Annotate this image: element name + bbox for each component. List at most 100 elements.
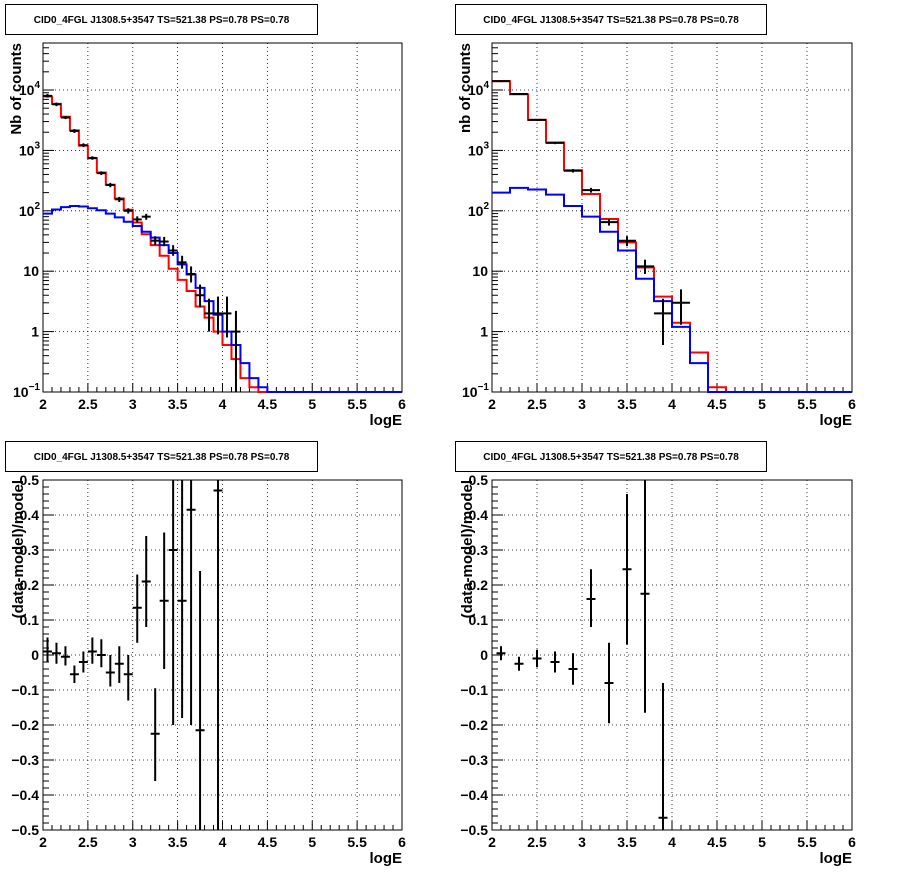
data-point bbox=[123, 655, 133, 701]
y-tick-label: 0.5 bbox=[469, 472, 489, 488]
title-box bbox=[455, 441, 767, 472]
x-tick-label: 3 bbox=[578, 396, 586, 412]
title-box bbox=[5, 4, 318, 35]
x-tick-label: 5 bbox=[758, 396, 766, 412]
y-tick-label: −0.2 bbox=[460, 717, 488, 733]
data-point bbox=[69, 665, 79, 683]
data-point bbox=[69, 129, 79, 133]
x-tick-label: 2.5 bbox=[78, 396, 98, 412]
x-tick-label: 4 bbox=[219, 396, 227, 412]
x-tick-label: 5.5 bbox=[347, 396, 367, 412]
y-tick-label: −0.2 bbox=[11, 717, 39, 733]
data-point bbox=[496, 646, 506, 661]
data-point bbox=[177, 480, 187, 718]
data-point bbox=[672, 289, 690, 325]
data-point bbox=[114, 196, 124, 202]
y-tick-label: 0.1 bbox=[469, 612, 489, 628]
x-tick-label: 2 bbox=[488, 396, 496, 412]
grid bbox=[492, 43, 852, 392]
x-tick-label: 3 bbox=[129, 396, 137, 412]
x-tick-label: 2.5 bbox=[527, 834, 547, 850]
chart-panel-1: CID0_4FGL J1308.5+3547 TS=521.38 PS=0.78… bbox=[5, 4, 406, 429]
data-point bbox=[123, 208, 133, 214]
data-point bbox=[132, 574, 142, 643]
data-point bbox=[43, 93, 52, 98]
y-tick-label: 102 bbox=[19, 201, 41, 219]
data-point bbox=[186, 266, 196, 283]
x-tick-label: 5 bbox=[308, 396, 316, 412]
y-tick-label: −0.4 bbox=[460, 787, 488, 803]
x-tick-label: 2.5 bbox=[527, 396, 547, 412]
chart-title: CID0_4FGL J1308.5+3547 TS=521.38 PS=0.78… bbox=[34, 15, 290, 26]
data-point bbox=[604, 642, 614, 724]
data-point bbox=[105, 182, 115, 188]
data-point bbox=[60, 646, 70, 666]
y-tick-label: 0.3 bbox=[20, 542, 40, 558]
y-tick-label: 10 bbox=[472, 263, 488, 279]
data-point bbox=[492, 80, 510, 83]
data-point bbox=[159, 236, 169, 247]
data-point bbox=[168, 245, 178, 256]
data-point bbox=[87, 637, 97, 664]
chart-title: CID0_4FGL J1308.5+3547 TS=521.38 PS=0.78… bbox=[483, 452, 739, 463]
y-tick-label: 0 bbox=[31, 647, 39, 663]
data-point bbox=[195, 571, 205, 830]
data-point bbox=[640, 480, 650, 713]
y-tick-label: 0.2 bbox=[20, 577, 40, 593]
data-point bbox=[168, 480, 178, 725]
x-tick-label: 3.5 bbox=[617, 834, 637, 850]
y-tick-label: 1 bbox=[480, 324, 488, 340]
data-point bbox=[150, 236, 160, 246]
data-point bbox=[546, 141, 564, 145]
data-point bbox=[600, 219, 618, 226]
x-tick-label: 4.5 bbox=[258, 834, 278, 850]
data-point bbox=[532, 649, 542, 668]
x-tick-label: 5.5 bbox=[347, 834, 367, 850]
x-tick-label: 6 bbox=[398, 396, 406, 412]
data-point bbox=[213, 296, 223, 335]
x-axis-label: logE bbox=[820, 412, 853, 429]
data-point bbox=[132, 216, 142, 223]
y-tick-label: 1 bbox=[31, 324, 39, 340]
x-tick-label: 5 bbox=[308, 834, 316, 850]
y-tick-label: −0.3 bbox=[11, 752, 39, 768]
x-tick-label: 3 bbox=[578, 834, 586, 850]
x-tick-label: 5 bbox=[758, 834, 766, 850]
grid bbox=[492, 480, 852, 830]
y-tick-label: 0.1 bbox=[20, 612, 40, 628]
data-point bbox=[186, 480, 196, 725]
data-point bbox=[568, 653, 578, 685]
x-tick-label: 3.5 bbox=[168, 834, 188, 850]
data-point bbox=[43, 637, 52, 662]
data-point bbox=[96, 171, 106, 176]
data-point bbox=[141, 536, 151, 627]
y-tick-label: 0.2 bbox=[469, 577, 489, 593]
data-point bbox=[550, 651, 560, 673]
chart-panel-2: CID0_4FGL J1308.5+3547 TS=521.38 PS=0.78… bbox=[455, 4, 856, 429]
x-tick-label: 4.5 bbox=[258, 396, 278, 412]
x-axis-label: logE bbox=[820, 850, 853, 867]
data-point bbox=[60, 116, 70, 120]
y-tick-label: −0.5 bbox=[460, 822, 488, 838]
x-tick-label: 5.5 bbox=[797, 396, 817, 412]
data-point bbox=[213, 480, 223, 830]
x-tick-label: 4.5 bbox=[707, 834, 727, 850]
data-point bbox=[78, 651, 88, 673]
y-tick-label: 103 bbox=[19, 140, 41, 158]
data-point bbox=[51, 102, 61, 107]
y-tick-label: −0.1 bbox=[460, 682, 488, 698]
data-point bbox=[231, 310, 241, 392]
x-tick-label: 4 bbox=[668, 396, 676, 412]
data-point bbox=[78, 143, 88, 148]
y-tick-label: 10 bbox=[23, 263, 39, 279]
x-tick-label: 2.5 bbox=[78, 834, 98, 850]
x-tick-label: 4.5 bbox=[707, 396, 727, 412]
data-point bbox=[204, 298, 214, 332]
y-tick-label: −0.3 bbox=[460, 752, 488, 768]
data-point bbox=[510, 92, 528, 95]
data-point bbox=[150, 688, 160, 781]
y-tick-label: 10−1 bbox=[13, 382, 40, 400]
y-tick-label: −0.4 bbox=[11, 787, 39, 803]
data-point bbox=[87, 156, 97, 160]
